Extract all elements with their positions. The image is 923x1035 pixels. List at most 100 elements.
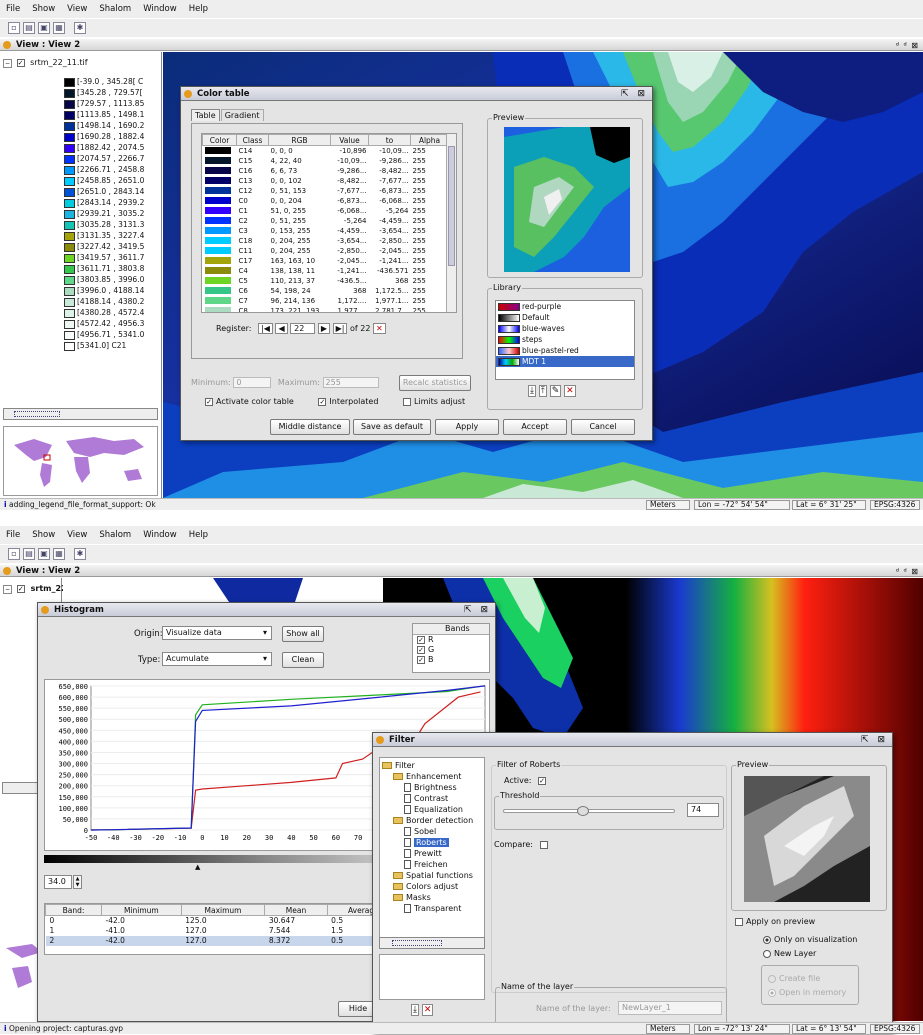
- save-icon[interactable]: ▣: [38, 548, 50, 560]
- filter-tree-node[interactable]: Spatial functions: [382, 870, 482, 881]
- new-layer-option[interactable]: New Layer: [763, 947, 857, 961]
- recalc-statistics-button[interactable]: Recalc statistics: [399, 375, 471, 391]
- menu-window[interactable]: Window: [143, 530, 177, 540]
- color-table-row[interactable]: C11 0, 204, 255 -2,850... -2,045... 255: [203, 246, 449, 256]
- row-color-swatch[interactable]: [203, 246, 237, 256]
- dialog-controls[interactable]: ⇱ ⊠: [464, 605, 491, 615]
- color-table-row[interactable]: C14 0, 0, 0 -10,896 -10,09... 255: [203, 146, 449, 156]
- library-item[interactable]: steps: [496, 334, 634, 345]
- slider-thumb[interactable]: [577, 806, 590, 816]
- row-color-swatch[interactable]: [203, 196, 237, 206]
- tab-gradient[interactable]: Gradient: [220, 109, 264, 121]
- filter-tree-node[interactable]: Border detection: [382, 815, 482, 826]
- menu-shalom[interactable]: Shalom: [99, 4, 132, 14]
- filter-tree-node[interactable]: Enhancement: [382, 771, 482, 782]
- active-checkbox[interactable]: ✓: [538, 776, 546, 785]
- new-icon[interactable]: ▫: [8, 22, 20, 34]
- only-vis-option[interactable]: Only on visualization: [763, 933, 857, 947]
- middle-distance-button[interactable]: Middle distance: [270, 419, 350, 435]
- save-as-default-button[interactable]: Save as default: [353, 419, 431, 435]
- color-table-grid[interactable]: Color Class RGB Value to Alpha C14 0, 0, …: [201, 133, 457, 313]
- clean-button[interactable]: Clean: [282, 652, 324, 668]
- limits-adjust-checkbox[interactable]: [402, 397, 411, 406]
- import-filter-icon[interactable]: ⤓: [411, 1004, 419, 1016]
- library-item[interactable]: red-purple: [496, 301, 634, 312]
- activate-color-table-checkbox[interactable]: ✓: [205, 397, 213, 406]
- open-icon[interactable]: ▤: [23, 548, 35, 560]
- col-color[interactable]: Color: [202, 134, 237, 146]
- library-item[interactable]: blue-pastel-red: [496, 345, 634, 356]
- color-table-row[interactable]: C8 173, 221, 193 1,977.... 2,781.7... 255: [203, 306, 449, 312]
- open-icon[interactable]: ▤: [23, 22, 35, 34]
- library-list[interactable]: red-purple Default blue-waves steps blue-pas…: [495, 300, 635, 380]
- menu-help[interactable]: Help: [188, 530, 209, 540]
- export-library-icon[interactable]: ⤒: [538, 385, 547, 397]
- open-memory-option[interactable]: Open in memory: [768, 986, 846, 1000]
- filter-tree-node[interactable]: Filter: [382, 760, 482, 771]
- filter-tree-node[interactable]: Colors adjust: [382, 881, 482, 892]
- color-table-row[interactable]: C1 51, 0, 255 -6,068... -5,264 255: [203, 206, 449, 216]
- filter-tree-node[interactable]: Roberts: [382, 837, 482, 848]
- col-to[interactable]: to: [368, 134, 411, 146]
- color-table-row[interactable]: C15 4, 22, 40 -10,09... -9,286... 255: [203, 156, 449, 166]
- layer-row[interactable]: − ✓ srtm_22_11.tif: [3, 58, 88, 68]
- menu-view[interactable]: View: [67, 530, 88, 540]
- row-color-swatch[interactable]: [203, 186, 237, 196]
- band-r-row[interactable]: ✓ R: [417, 635, 434, 644]
- tools-icon[interactable]: ✱: [74, 548, 86, 560]
- locator-map[interactable]: [3, 426, 158, 496]
- menu-show[interactable]: Show: [32, 4, 56, 14]
- stats-col-header[interactable]: Mean: [264, 904, 328, 916]
- threshold-spinner[interactable]: 34.0: [44, 875, 72, 889]
- color-table-row[interactable]: C16 6, 6, 73 -9,286... -8,482... 255: [203, 166, 449, 176]
- color-table-row[interactable]: C4 138, 138, 11 -1,241... -436.571 255: [203, 266, 449, 276]
- color-table-row[interactable]: C17 163, 163, 10 -2,045... -1,241... 255: [203, 256, 449, 266]
- cancel-button[interactable]: Cancel: [571, 419, 635, 435]
- menu-shalom[interactable]: Shalom: [99, 530, 132, 540]
- import-library-icon[interactable]: ⤓: [528, 385, 536, 397]
- filter-tree-node[interactable]: Contrast: [382, 793, 482, 804]
- col-alpha[interactable]: Alpha: [410, 134, 449, 146]
- row-color-swatch[interactable]: [203, 256, 237, 266]
- filter-tree-node[interactable]: Prewitt: [382, 848, 482, 859]
- threshold-slider[interactable]: [503, 806, 675, 816]
- threshold-field[interactable]: 74: [687, 803, 719, 817]
- window-controls[interactable]: ᵈ ᵈ ⊠: [895, 41, 919, 50]
- filter-tree-node[interactable]: Equalization: [382, 804, 482, 815]
- layer-row[interactable]: − ✓ srtm_22_11.ti: [3, 584, 92, 594]
- toc-scrollbar[interactable]: [3, 408, 158, 420]
- properties-icon[interactable]: ▦: [53, 22, 65, 34]
- col-value[interactable]: Value: [330, 134, 369, 146]
- filter-tree-node[interactable]: Freichen: [382, 859, 482, 870]
- toc-scrollbar[interactable]: [2, 782, 38, 794]
- filter-tree-node[interactable]: Sobel: [382, 826, 482, 837]
- minimum-field[interactable]: 0: [233, 377, 272, 388]
- row-color-swatch[interactable]: [203, 156, 237, 166]
- color-table-row[interactable]: C3 0, 153, 255 -4,459... -3,654... 255: [203, 226, 449, 236]
- tools-icon[interactable]: ✱: [74, 22, 86, 34]
- properties-icon[interactable]: ▦: [53, 548, 65, 560]
- row-color-swatch[interactable]: [203, 216, 237, 226]
- save-icon[interactable]: ▣: [38, 22, 50, 34]
- color-table-row[interactable]: C13 0, 0, 102 -8,482... -7,677... 255: [203, 176, 449, 186]
- window-controls[interactable]: ᵈ ᵈ ⊠: [895, 567, 919, 576]
- show-all-button[interactable]: Show all: [282, 626, 324, 642]
- menu-file[interactable]: File: [6, 530, 21, 540]
- color-table-row[interactable]: C6 54, 198, 24 368 1,172.5... 255: [203, 286, 449, 296]
- color-table-row[interactable]: C5 110, 213, 37 -436.5... 368 255: [203, 276, 449, 286]
- prev-record-button[interactable]: ◀: [275, 323, 288, 334]
- new-icon[interactable]: ▫: [8, 548, 20, 560]
- create-file-option[interactable]: Create file: [768, 972, 846, 986]
- interpolated-checkbox[interactable]: ✓: [318, 397, 327, 406]
- filter-list[interactable]: [379, 954, 485, 1000]
- type-select[interactable]: Acumulate ▾: [162, 652, 272, 666]
- color-table-row[interactable]: C18 0, 204, 255 -3,654... -2,850... 255: [203, 236, 449, 246]
- menu-file[interactable]: File: [6, 4, 21, 14]
- menu-show[interactable]: Show: [32, 530, 56, 540]
- stats-col-header[interactable]: Band:: [45, 904, 103, 916]
- compare-checkbox[interactable]: [539, 840, 548, 849]
- row-color-swatch[interactable]: [203, 236, 237, 246]
- accept-button[interactable]: Accept: [503, 419, 567, 435]
- band-g-row[interactable]: ✓ G: [417, 645, 435, 654]
- color-table-row[interactable]: C2 0, 51, 255 -5,264 -4,459... 255: [203, 216, 449, 226]
